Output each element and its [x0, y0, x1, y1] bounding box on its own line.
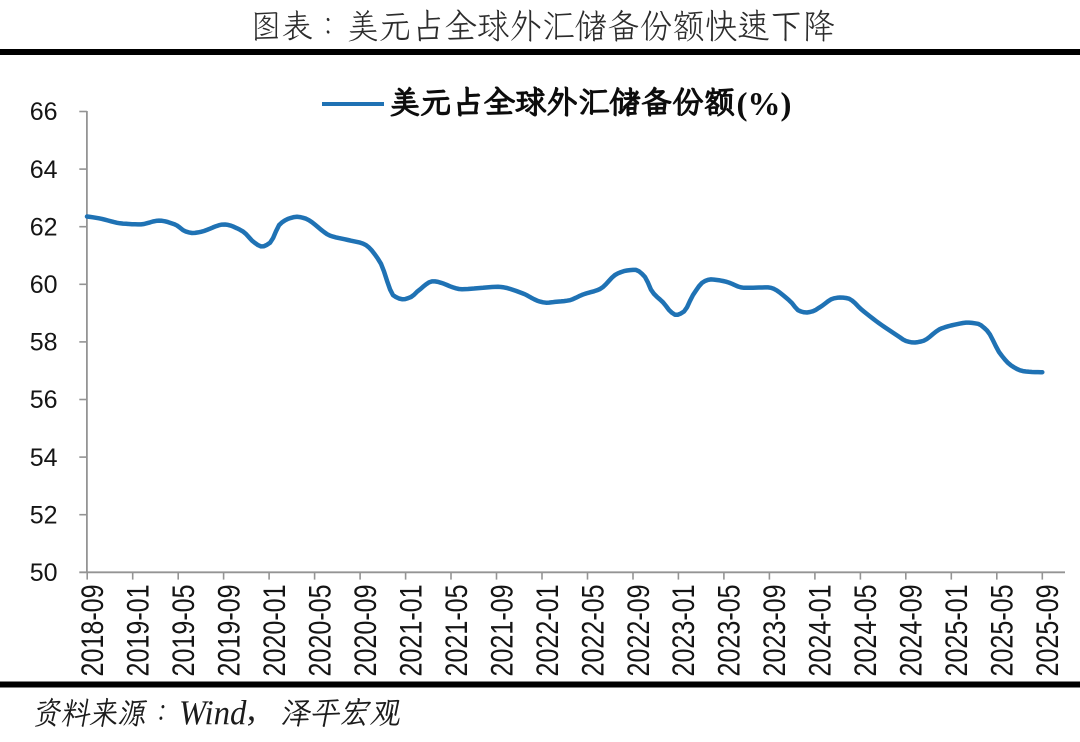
svg-text:2020-05: 2020-05 — [303, 584, 338, 676]
svg-text:54: 54 — [30, 444, 58, 472]
svg-text:2025-09: 2025-09 — [1030, 584, 1065, 676]
svg-text:2019-09: 2019-09 — [212, 584, 247, 676]
svg-text:2021-01: 2021-01 — [394, 584, 429, 676]
svg-text:60: 60 — [30, 271, 58, 299]
svg-text:52: 52 — [30, 501, 58, 529]
svg-text:2020-09: 2020-09 — [348, 584, 383, 676]
svg-text:2022-01: 2022-01 — [530, 584, 565, 676]
svg-text:2018-09: 2018-09 — [75, 584, 110, 676]
svg-text:2023-05: 2023-05 — [712, 584, 747, 676]
svg-text:2019-01: 2019-01 — [121, 584, 156, 676]
svg-text:2025-01: 2025-01 — [939, 584, 974, 676]
svg-text:2025-05: 2025-05 — [985, 584, 1020, 676]
svg-text:2019-05: 2019-05 — [166, 584, 201, 676]
svg-text:2021-09: 2021-09 — [485, 584, 520, 676]
svg-text:2022-09: 2022-09 — [621, 584, 656, 676]
svg-text:56: 56 — [30, 386, 58, 414]
svg-text:2020-01: 2020-01 — [257, 584, 292, 676]
svg-text:2021-05: 2021-05 — [439, 584, 474, 676]
svg-text:58: 58 — [30, 329, 58, 357]
svg-text:66: 66 — [30, 98, 58, 126]
svg-text:62: 62 — [30, 213, 58, 241]
svg-text:50: 50 — [30, 559, 58, 587]
svg-text:2024-01: 2024-01 — [803, 584, 838, 676]
svg-text:64: 64 — [30, 156, 58, 184]
svg-text:2024-09: 2024-09 — [894, 584, 929, 676]
svg-text:2022-05: 2022-05 — [576, 584, 611, 676]
svg-text:2023-01: 2023-01 — [667, 584, 702, 676]
svg-text:2023-09: 2023-09 — [758, 584, 793, 676]
svg-text:2024-05: 2024-05 — [849, 584, 884, 676]
